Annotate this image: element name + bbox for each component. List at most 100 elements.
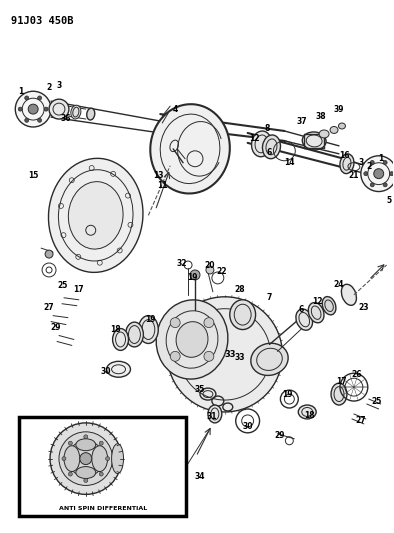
Circle shape [18, 107, 22, 111]
Text: 17: 17 [336, 377, 346, 386]
Ellipse shape [112, 444, 124, 473]
Ellipse shape [64, 446, 80, 472]
Circle shape [25, 118, 29, 122]
Text: 35: 35 [195, 385, 205, 394]
Ellipse shape [150, 104, 230, 193]
Text: 19: 19 [282, 390, 293, 399]
Text: 31: 31 [206, 413, 217, 422]
Text: 18: 18 [110, 325, 121, 334]
Ellipse shape [113, 328, 128, 350]
Circle shape [190, 270, 200, 280]
Circle shape [62, 457, 66, 461]
Text: 15: 15 [28, 171, 38, 180]
Circle shape [44, 107, 48, 111]
Text: 11: 11 [157, 181, 167, 190]
Text: 38: 38 [316, 111, 327, 120]
Ellipse shape [330, 126, 338, 133]
Text: 20: 20 [204, 261, 215, 270]
Text: 33: 33 [234, 353, 245, 362]
Text: 14: 14 [284, 158, 295, 167]
Text: 30: 30 [100, 367, 111, 376]
Circle shape [204, 351, 214, 361]
Ellipse shape [308, 303, 324, 323]
Ellipse shape [208, 405, 222, 423]
Text: 25: 25 [372, 397, 382, 406]
Text: 24: 24 [334, 280, 344, 289]
Ellipse shape [156, 300, 228, 379]
Text: 12: 12 [249, 134, 260, 143]
Text: 33: 33 [224, 350, 236, 359]
Text: 4: 4 [173, 104, 178, 114]
Text: 3: 3 [56, 81, 61, 90]
Text: 39: 39 [334, 104, 344, 114]
Circle shape [364, 172, 368, 176]
Text: 2: 2 [366, 162, 372, 171]
Ellipse shape [76, 466, 96, 479]
Text: 6: 6 [299, 305, 304, 314]
Circle shape [106, 457, 110, 461]
Ellipse shape [298, 405, 316, 419]
Circle shape [170, 318, 180, 328]
Ellipse shape [176, 321, 208, 357]
Text: 27: 27 [44, 303, 54, 312]
Circle shape [206, 266, 214, 274]
Ellipse shape [107, 361, 130, 377]
Circle shape [390, 172, 394, 176]
Circle shape [170, 351, 180, 361]
Text: 16: 16 [339, 151, 349, 160]
Ellipse shape [251, 343, 288, 375]
Text: 28: 28 [234, 285, 245, 294]
Text: 34: 34 [195, 472, 205, 481]
Text: 22: 22 [217, 268, 227, 277]
Text: 3: 3 [358, 158, 363, 167]
Ellipse shape [341, 284, 357, 305]
Circle shape [99, 472, 103, 476]
Circle shape [84, 435, 88, 439]
Text: 19: 19 [145, 315, 156, 324]
Ellipse shape [302, 132, 326, 150]
Text: 37: 37 [297, 117, 308, 126]
Text: 19: 19 [187, 273, 197, 282]
Circle shape [99, 441, 103, 445]
Text: 29: 29 [51, 323, 61, 332]
Ellipse shape [331, 383, 347, 405]
Text: 7: 7 [267, 293, 272, 302]
Bar [19, 417, 186, 516]
Circle shape [15, 91, 51, 127]
Text: 12: 12 [312, 297, 322, 306]
Circle shape [383, 160, 387, 165]
Text: 36: 36 [61, 114, 71, 123]
Text: 17: 17 [74, 285, 84, 294]
Ellipse shape [68, 182, 123, 249]
Circle shape [80, 453, 92, 465]
Circle shape [361, 156, 394, 191]
Text: 29: 29 [274, 431, 284, 440]
Circle shape [68, 441, 72, 445]
Text: 27: 27 [355, 416, 366, 425]
Ellipse shape [319, 130, 329, 138]
Ellipse shape [87, 108, 95, 120]
Text: 21: 21 [349, 171, 359, 180]
Ellipse shape [138, 316, 158, 343]
Circle shape [374, 168, 384, 179]
Text: 8: 8 [265, 125, 270, 133]
Text: ANTI SPIN DIFFERENTIAL: ANTI SPIN DIFFERENTIAL [59, 506, 147, 511]
Ellipse shape [262, 135, 281, 159]
Circle shape [68, 472, 72, 476]
Circle shape [49, 99, 69, 119]
Ellipse shape [230, 300, 256, 329]
Text: 32: 32 [177, 259, 188, 268]
Ellipse shape [340, 154, 354, 174]
Text: 5: 5 [386, 196, 391, 205]
Circle shape [25, 96, 29, 100]
Text: 1: 1 [378, 154, 383, 163]
Text: 6: 6 [267, 148, 272, 157]
Ellipse shape [251, 131, 271, 157]
Ellipse shape [126, 322, 143, 347]
Circle shape [59, 432, 113, 486]
Text: 23: 23 [359, 303, 369, 312]
Circle shape [28, 104, 38, 114]
Ellipse shape [71, 105, 81, 119]
Ellipse shape [48, 158, 143, 272]
Circle shape [50, 423, 121, 495]
